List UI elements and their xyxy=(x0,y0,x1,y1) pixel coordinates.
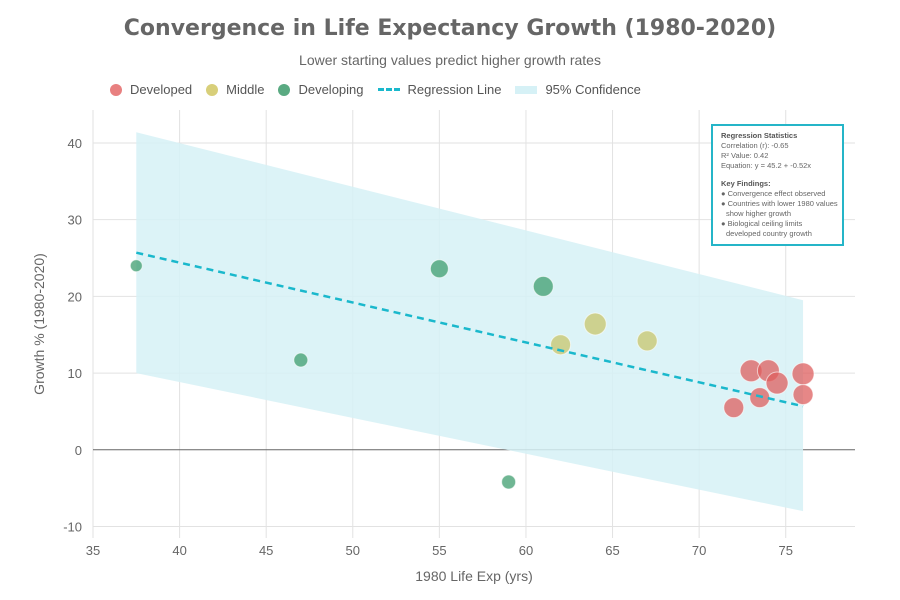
middle-point xyxy=(636,330,658,352)
y-tick-label: 10 xyxy=(68,366,82,381)
legend-developing[interactable]: Developing xyxy=(278,82,364,97)
x-tick-label: 35 xyxy=(86,543,100,558)
x-tick-label: 50 xyxy=(346,543,360,558)
legend-label: Regression Line xyxy=(407,82,502,97)
stats-correlation: Correlation (r): -0.65 xyxy=(721,141,789,150)
x-tick-label: 55 xyxy=(432,543,446,558)
developed-point xyxy=(749,387,771,409)
stats-equation: Equation: y = 45.2 + -0.52x xyxy=(721,161,812,170)
middle-marker-icon xyxy=(206,83,219,96)
developed-point xyxy=(792,384,814,406)
developed-point xyxy=(765,371,789,395)
x-tick-label: 70 xyxy=(692,543,706,558)
y-tick-label: -10 xyxy=(63,519,82,534)
y-tick-label: 30 xyxy=(68,213,82,228)
stats-heading: Regression Statistics xyxy=(721,131,798,140)
finding-item: ● Convergence effect observed xyxy=(721,189,826,198)
middle-point xyxy=(583,312,607,336)
developing-marker-icon xyxy=(278,83,291,96)
developing-point xyxy=(429,259,449,279)
legend-regression[interactable]: Regression Line xyxy=(377,82,502,97)
y-tick-label: 40 xyxy=(68,136,82,151)
x-tick-label: 60 xyxy=(519,543,533,558)
legend-label: 95% Confidence xyxy=(545,82,641,97)
legend: Developed Middle Developing Regression L… xyxy=(110,82,655,97)
y-tick-label: 20 xyxy=(68,289,82,304)
confidence-band xyxy=(136,132,804,512)
developing-point xyxy=(293,352,309,368)
x-tick-label: 65 xyxy=(605,543,619,558)
developed-marker-icon xyxy=(110,83,122,96)
chart-subtitle: Lower starting values predict higher gro… xyxy=(299,52,601,68)
legend-label: Middle xyxy=(226,82,265,97)
y-tick-label: 0 xyxy=(75,443,82,458)
developed-point xyxy=(791,362,815,386)
legend-label: Developing xyxy=(298,82,364,97)
x-axis-label: 1980 Life Exp (yrs) xyxy=(415,568,533,584)
x-tick-label: 45 xyxy=(259,543,273,558)
developing-point xyxy=(501,474,517,490)
stats-r2: R² Value: 0.42 xyxy=(721,151,769,160)
legend-confidence[interactable]: 95% Confidence xyxy=(515,82,641,97)
finding-item: ● Countries with lower 1980 values show … xyxy=(721,199,838,218)
regression-stats-box: Regression Statistics Correlation (r): -… xyxy=(711,124,844,246)
developing-point xyxy=(129,259,143,273)
legend-middle[interactable]: Middle xyxy=(206,82,264,97)
x-tick-label: 75 xyxy=(778,543,792,558)
dashed-line-icon xyxy=(377,88,400,91)
finding-item: ● Biological ceiling limits developed co… xyxy=(721,219,812,238)
legend-label: Developed xyxy=(130,82,193,97)
developing-point xyxy=(532,275,554,297)
chart-title: Convergence in Life Expectancy Growth (1… xyxy=(123,16,777,41)
legend-developed[interactable]: Developed xyxy=(110,82,192,97)
middle-point xyxy=(550,334,572,356)
x-tick-label: 40 xyxy=(172,543,186,558)
y-axis-label: Growth % (1980-2020) xyxy=(31,253,47,395)
developed-point xyxy=(723,397,745,419)
band-icon xyxy=(515,85,538,94)
regression-line xyxy=(136,251,804,408)
findings-heading: Key Findings: xyxy=(721,179,771,188)
